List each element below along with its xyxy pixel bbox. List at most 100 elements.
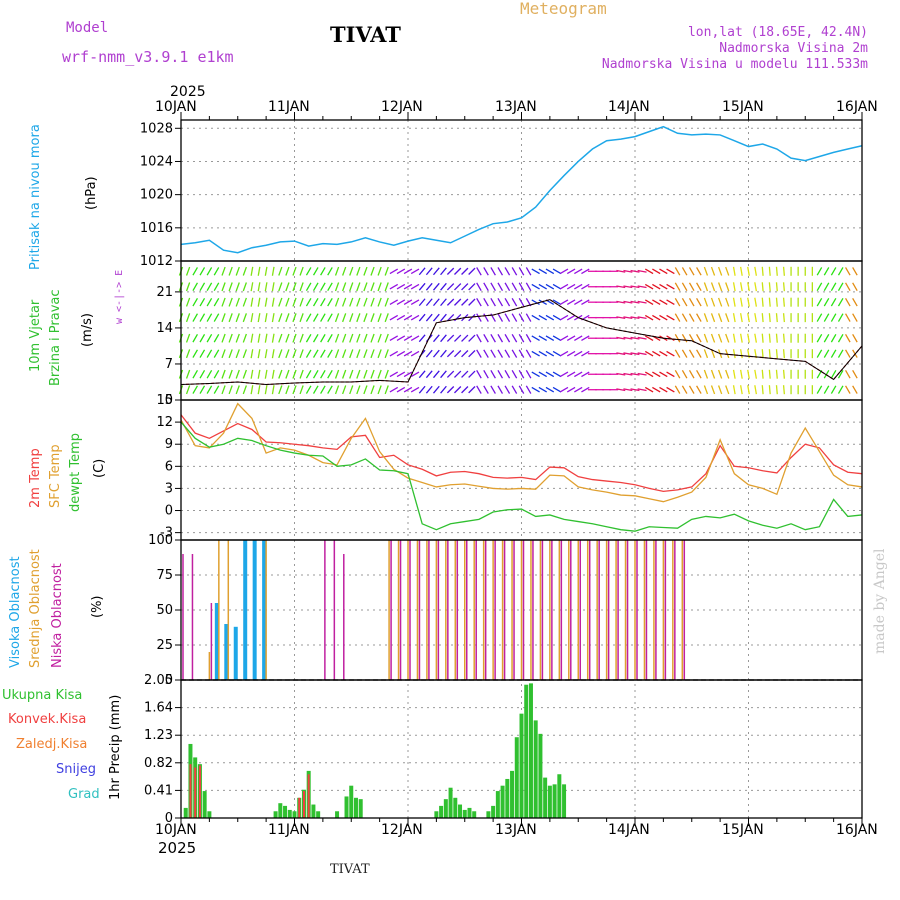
wind-barb xyxy=(739,349,743,359)
cloud-bar-low xyxy=(598,540,600,680)
y-tick-label: 0.82 xyxy=(144,756,173,771)
wind-barb xyxy=(732,369,736,379)
wind-barb xyxy=(666,371,675,378)
wind-barb xyxy=(545,335,555,342)
wind-barb xyxy=(389,335,399,342)
wind-barb xyxy=(192,267,199,276)
wind-barb xyxy=(739,333,743,343)
wind-barb xyxy=(581,386,590,393)
wind-barb xyxy=(334,333,340,343)
wind-barb xyxy=(574,371,583,378)
wind-barb xyxy=(440,334,447,343)
wind-barb xyxy=(531,371,540,378)
wind-barb xyxy=(476,385,482,394)
wind-barb xyxy=(747,333,750,343)
wind-barb xyxy=(334,385,340,395)
wind-barb xyxy=(242,333,247,343)
wind-barb xyxy=(674,370,681,379)
cloud-bar-low xyxy=(607,540,610,680)
wind-barb xyxy=(816,313,823,322)
wind-barb xyxy=(396,335,406,342)
wind-barb xyxy=(206,334,213,343)
wind-barb xyxy=(659,283,668,290)
wind-barb xyxy=(511,385,518,394)
wind-barb xyxy=(644,371,654,378)
wind-barb xyxy=(199,282,206,291)
wind-barb xyxy=(483,334,489,343)
temp-dewpt-line xyxy=(180,421,863,532)
wind-barb xyxy=(703,349,709,359)
cloud-bar-mid xyxy=(653,540,655,680)
temp-sfc-line xyxy=(180,402,863,503)
wind-barb xyxy=(278,297,283,307)
wind-barb xyxy=(440,370,447,379)
precip-bar-total xyxy=(439,805,444,818)
wind-barb xyxy=(349,313,354,323)
precip-bar-total xyxy=(453,797,458,818)
bottom-date-3: 13JAN xyxy=(495,822,537,838)
wind-barb xyxy=(531,350,540,357)
wind-barb xyxy=(830,349,837,358)
wind-barb xyxy=(461,334,469,342)
wind-barb xyxy=(652,283,661,290)
wind-barb xyxy=(192,334,199,343)
wind-barb xyxy=(292,333,297,343)
cloud-bar-mid xyxy=(426,540,428,680)
cloud-bar-mid xyxy=(577,540,579,680)
wind-barb xyxy=(725,349,730,359)
wind-barb xyxy=(370,349,375,359)
wind-barb xyxy=(710,282,716,292)
wind-barb xyxy=(192,370,199,379)
wind-barb xyxy=(206,370,213,379)
wind-barb xyxy=(363,313,368,323)
precip-bar-conv xyxy=(307,774,310,818)
wind-barb xyxy=(446,370,455,378)
legend-frz-rain: Zaledj.Kisa xyxy=(16,737,88,752)
y-tick-label: 14 xyxy=(156,321,173,336)
wind-barb xyxy=(432,298,440,307)
wind-barb xyxy=(418,370,426,379)
wind-barb xyxy=(370,282,375,292)
wind-barb xyxy=(440,282,447,291)
wind-barb xyxy=(637,285,647,289)
wind-barb xyxy=(732,313,736,323)
wind-barb xyxy=(782,369,786,379)
wind-barb xyxy=(681,385,688,394)
cloud-bar-mid xyxy=(492,540,494,680)
wind-barb xyxy=(497,313,504,322)
wind-barb xyxy=(377,333,382,343)
wind-barb xyxy=(199,349,206,358)
wind-barb xyxy=(552,268,562,275)
cloud-bar-low xyxy=(626,540,629,680)
wind-barb xyxy=(271,282,275,292)
wind-barb xyxy=(305,385,312,394)
cloud-bar-high xyxy=(233,626,238,680)
wind-barb xyxy=(228,297,233,307)
precip-bar-total xyxy=(278,803,283,818)
wind-barb xyxy=(525,349,532,358)
wind-barb xyxy=(264,266,268,276)
wind-barb xyxy=(377,313,382,323)
y-tick-label: 0 xyxy=(165,504,173,519)
wind-barb xyxy=(454,334,462,342)
wind-barb xyxy=(403,283,413,290)
wind-barb xyxy=(710,369,716,379)
wind-barb xyxy=(440,267,447,276)
wind-barb xyxy=(264,385,268,395)
wind-barb xyxy=(830,385,837,394)
wind-barb xyxy=(327,267,333,276)
wind-barb xyxy=(674,385,681,394)
wind-barb xyxy=(681,349,688,358)
wind-barb xyxy=(425,349,433,358)
cloud-bar-low xyxy=(551,540,553,680)
wind-barb xyxy=(342,266,347,276)
wind-barb xyxy=(468,350,476,358)
wind-barb xyxy=(844,297,851,307)
wind-barb xyxy=(403,299,413,305)
wind-barb xyxy=(410,335,420,342)
wind-barb xyxy=(356,385,361,395)
wind-barb xyxy=(468,298,476,306)
wind-barb xyxy=(830,313,837,322)
wind-barb xyxy=(538,283,548,290)
wind-barb xyxy=(235,369,240,379)
